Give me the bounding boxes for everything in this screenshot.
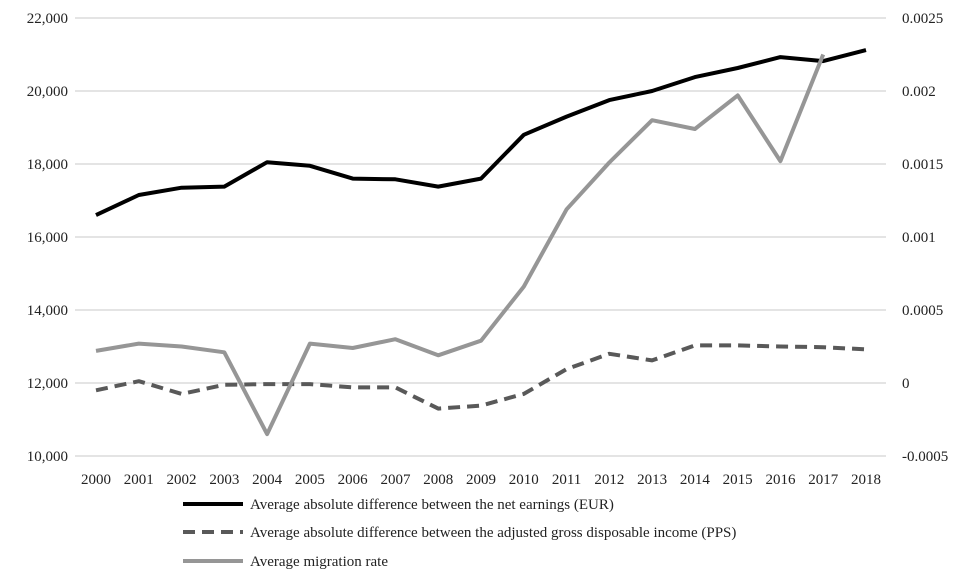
legend-label-2: Average absolute difference between the … bbox=[250, 525, 736, 541]
x-tick-label: 2014 bbox=[680, 472, 711, 488]
left-tick-label: 18,000 bbox=[27, 157, 68, 173]
series-line-2 bbox=[95, 343, 867, 411]
x-tick-label: 2012 bbox=[594, 472, 624, 488]
left-tick-label: 14,000 bbox=[27, 303, 68, 319]
right-tick-label: 0.001 bbox=[902, 230, 936, 246]
right-tick-label: 0.0015 bbox=[902, 157, 943, 173]
left-tick-label: 20,000 bbox=[27, 84, 68, 100]
right-tick-label: 0.002 bbox=[902, 84, 936, 100]
series-lines bbox=[95, 48, 867, 437]
x-tick-label: 2004 bbox=[252, 472, 283, 488]
right-tick-label: 0 bbox=[902, 376, 910, 392]
x-tick-label: 2009 bbox=[466, 472, 496, 488]
right-tick-label: 0.0025 bbox=[902, 11, 943, 27]
x-tick-label: 2001 bbox=[124, 472, 154, 488]
x-tick-label: 2000 bbox=[81, 472, 111, 488]
grid-lines bbox=[75, 17, 886, 457]
left-tick-label: 10,000 bbox=[27, 449, 68, 465]
series-line-3 bbox=[95, 53, 826, 437]
left-tick-label: 16,000 bbox=[27, 230, 68, 246]
x-tick-label: 2010 bbox=[509, 472, 539, 488]
x-tick-label: 2015 bbox=[723, 472, 753, 488]
left-tick-label: 22,000 bbox=[27, 11, 68, 27]
x-tick-label: 2016 bbox=[765, 472, 796, 488]
x-tick-label: 2003 bbox=[209, 472, 239, 488]
x-tick-label: 2002 bbox=[167, 472, 197, 488]
x-tick-label: 2011 bbox=[552, 472, 581, 488]
left-tick-label: 12,000 bbox=[27, 376, 68, 392]
x-tick-label: 2013 bbox=[637, 472, 667, 488]
series-line-1 bbox=[95, 48, 867, 217]
x-tick-label: 2007 bbox=[380, 472, 411, 488]
x-tick-label: 2008 bbox=[423, 472, 453, 488]
left-axis-ticks: 10,000 12,000 14,000 16,000 18,000 20,000 22,0… bbox=[27, 11, 68, 465]
x-tick-label: 2017 bbox=[808, 472, 839, 488]
legend-label-1: Average absolute difference between the … bbox=[250, 497, 614, 513]
x-tick-label: 2006 bbox=[338, 472, 369, 488]
x-axis-ticks: 2000 2001 2002 2003 2004 2005 2006 2007 2008 2009… bbox=[81, 472, 881, 488]
x-tick-label: 2005 bbox=[295, 472, 325, 488]
legend-label-3: Average migration rate bbox=[250, 554, 388, 570]
right-tick-label: -0.0005 bbox=[902, 449, 948, 465]
legend: Average absolute difference between the … bbox=[183, 497, 736, 570]
right-axis-ticks: -0.0005 0 0.0005 0.001 0.0015 0.002 0.0025 bbox=[902, 11, 948, 465]
right-tick-label: 0.0005 bbox=[902, 303, 943, 319]
x-tick-label: 2018 bbox=[851, 472, 881, 488]
